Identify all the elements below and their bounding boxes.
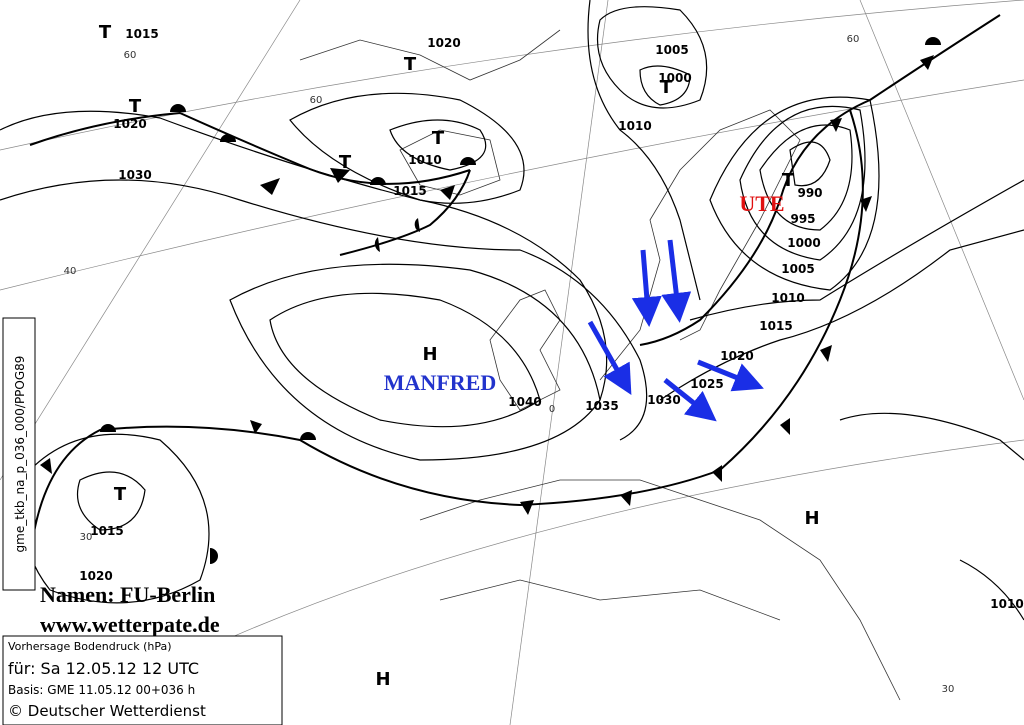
isobar [596,6,708,109]
info-line: © Deutscher Wetterdienst [8,702,206,720]
side-box [2,317,36,591]
credit: Namen: FU-Berlin [40,582,215,607]
grid-label: 60 [124,50,137,61]
isobar [269,292,541,428]
arrow [697,359,764,392]
lat-line [0,79,1024,291]
arrow [663,378,717,422]
isobar-label: 1020 [720,349,753,363]
isobar-label: 1030 [118,168,151,182]
system-name: UTE [739,191,784,216]
isobar-label: 1010 [990,597,1023,611]
isobar-label: 1010 [408,153,441,167]
coast [599,109,801,381]
isobar-label: 1010 [618,119,651,133]
isobars [0,0,1024,621]
grid-label: 60 [310,95,323,106]
isobar [639,65,691,106]
isobar [587,0,701,301]
coast [299,29,561,81]
isobar-label: 1020 [427,36,460,50]
isobar [739,105,866,261]
isobar [0,110,608,401]
isobar-label: 1015 [393,184,426,198]
grid-label: 0 [549,404,555,415]
isobar-label: 1020 [79,569,112,583]
isobar [789,141,831,187]
isobar [389,119,487,171]
pressure-center: H [804,508,819,529]
coastlines [299,29,901,701]
occluded-front [29,111,471,185]
grid-label: 30 [942,684,955,695]
grid-label: 40 [64,266,77,277]
flow-arrows [587,239,764,422]
cold-front [339,169,471,256]
lon-line [0,0,301,481]
isobar [959,559,1024,621]
info-line: Vorhersage Bodendruck (hPa) [8,640,172,653]
isobar-label: 1035 [585,399,618,413]
pressure-center: T [114,484,127,505]
lon-line [859,0,1024,401]
isobar-label: 1025 [690,377,723,391]
isobar-label: 995 [790,212,815,226]
isobar-label: 1015 [90,524,123,538]
info-line: Basis: GME 11.05.12 00+036 h [8,683,195,697]
coast [419,479,901,701]
info-box [2,635,283,725]
info-line: für: Sa 12.05.12 12 UTC [8,659,199,678]
occluded-front [639,14,1001,346]
side-label: gme_tkb_na_p_036_000/PPOG89 [13,356,27,553]
isobar-label: 1040 [508,395,541,409]
isobar-label: 1020 [113,117,146,131]
isobar-label: 1005 [655,43,688,57]
fronts [29,14,1001,564]
isobar-label: 1010 [771,291,804,305]
isobar-label: 1005 [781,262,814,276]
pressure-center: H [375,669,390,690]
pressure-center: T [129,96,142,117]
isobar [839,412,1024,461]
lon-line [509,0,609,725]
isobar-label: 1000 [787,236,820,250]
lat-line [0,0,1024,151]
isobar [689,179,1024,321]
isobar-label: 1030 [647,393,680,407]
grid-label: 30 [80,532,93,543]
pressure-center: T [404,54,417,75]
isobar-label: 1015 [759,319,792,333]
credit: www.wetterpate.de [40,612,220,637]
pressure-center: H [422,344,437,365]
coast [439,579,781,621]
system-name: MANFRED [384,370,496,395]
arrow [587,320,632,396]
isobar [229,263,601,461]
isobar [289,92,525,204]
arrow [661,239,692,323]
isobar [76,471,146,531]
isobar [759,124,853,231]
labels: 1015 1020 1020 1030 1010 1015 1005 1000 1010 990 9… [8,22,1024,720]
arrow [631,249,662,327]
pressure-center: T [99,22,112,43]
pressure-center: T [339,152,352,173]
pressure-center: T [660,77,673,98]
isobar [709,96,880,291]
coast [489,289,561,411]
pressure-center: T [782,170,795,191]
isobar [0,179,648,441]
isobar-label: 990 [797,186,822,200]
isobar-label: 1015 [125,27,158,41]
grid-label: 60 [847,34,860,45]
isobar-label: 1000 [658,71,691,85]
coast [399,129,501,196]
isobar [659,229,1024,401]
pressure-center: T [432,128,445,149]
